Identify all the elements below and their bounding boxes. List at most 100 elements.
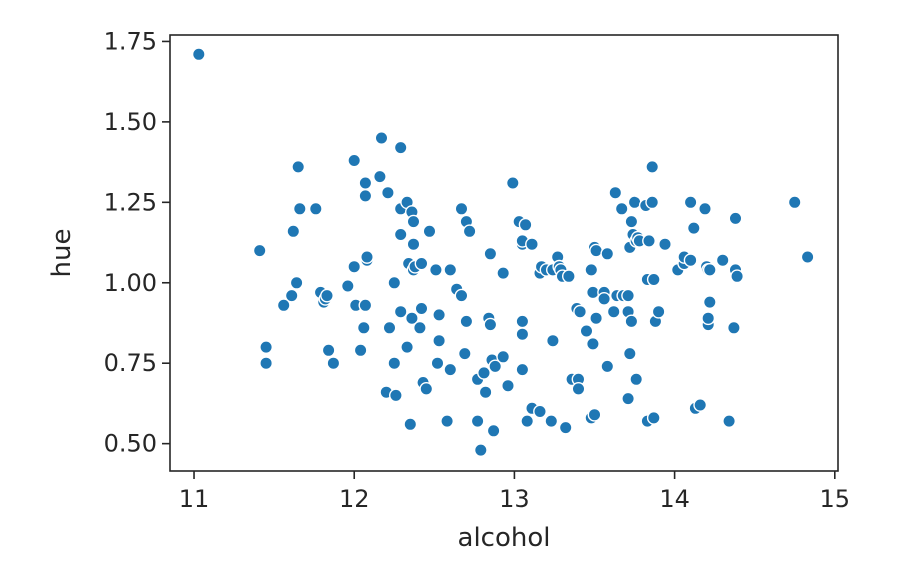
data-point-113 (579, 324, 594, 338)
data-point-37 (393, 304, 408, 319)
data-point-17 (340, 279, 355, 293)
data-point-115 (584, 262, 599, 277)
data-point-16 (326, 356, 341, 371)
x-tick-label-4: 15 (820, 485, 851, 513)
data-point-62 (443, 262, 458, 277)
data-point-33 (387, 275, 402, 290)
data-point-28 (372, 169, 387, 184)
data-point-106 (558, 420, 573, 435)
data-point-27 (360, 250, 374, 264)
data-point-48 (406, 214, 421, 229)
data-point-9 (292, 201, 307, 216)
data-point-56 (428, 262, 443, 277)
data-point-131 (621, 288, 635, 303)
data-point-99 (544, 414, 559, 428)
data-point-93 (525, 237, 539, 252)
data-point-6 (286, 224, 301, 239)
data-point-4 (276, 298, 291, 313)
data-point-57 (430, 356, 445, 371)
data-point-22 (356, 320, 371, 335)
data-point-47 (406, 237, 421, 252)
y-tick-label-0: 0.50 (104, 430, 157, 458)
data-point-126 (606, 304, 621, 319)
data-point-116 (586, 336, 600, 351)
data-point-136 (624, 314, 639, 329)
data-point-159 (683, 253, 698, 268)
data-point-77 (483, 246, 498, 261)
x-tick-label-0: 11 (179, 485, 210, 513)
data-point-50 (412, 320, 427, 335)
data-point-58 (432, 307, 446, 322)
y-tick-label-5: 1.75 (104, 27, 157, 55)
data-point-65 (454, 201, 469, 216)
data-point-120 (589, 243, 603, 258)
data-point-137 (624, 214, 639, 229)
data-point-154 (658, 237, 672, 252)
data-point-25 (358, 188, 373, 203)
data-point-129 (614, 201, 629, 216)
data-point-151 (646, 410, 661, 425)
data-point-66 (457, 346, 472, 361)
data-point-123 (597, 291, 611, 306)
x-tick-label-2: 13 (499, 485, 530, 513)
data-point-96 (533, 404, 547, 419)
data-point-18 (347, 153, 362, 168)
data-point-86 (515, 314, 530, 329)
data-point-177 (800, 250, 815, 264)
data-point-148 (645, 195, 660, 210)
data-point-83 (501, 378, 515, 393)
plot-frame (169, 34, 839, 472)
data-point-2 (259, 340, 273, 354)
data-point-73 (477, 365, 491, 380)
data-point-10 (308, 201, 323, 216)
data-point-21 (353, 343, 368, 358)
data-point-84 (505, 176, 520, 190)
data-point-139 (627, 195, 642, 210)
points-layer (191, 47, 815, 457)
data-point-15 (321, 343, 336, 358)
data-point-121 (589, 311, 603, 326)
data-point-153 (651, 304, 666, 319)
data-point-169 (702, 262, 717, 277)
data-point-87 (515, 327, 530, 342)
data-point-52 (414, 256, 429, 271)
data-point-91 (518, 217, 533, 232)
data-point-3 (259, 356, 273, 371)
data-point-147 (642, 233, 656, 248)
data-point-158 (683, 195, 698, 210)
data-point-112 (573, 304, 587, 319)
data-point-64 (454, 288, 469, 303)
data-point-35 (388, 388, 403, 403)
data-point-150 (646, 272, 661, 287)
data-point-43 (403, 417, 418, 432)
x-axis: 11 12 13 14 15 (179, 471, 850, 513)
data-point-89 (515, 362, 530, 377)
data-point-81 (496, 349, 511, 364)
data-point-51 (414, 301, 429, 316)
data-point-8 (291, 159, 306, 174)
data-point-79 (486, 423, 501, 438)
data-point-31 (380, 185, 395, 200)
data-point-39 (393, 140, 408, 155)
data-point-5 (284, 288, 299, 303)
data-point-80 (488, 359, 503, 374)
x-tick-label-3: 14 (659, 485, 690, 513)
data-point-72 (473, 443, 488, 457)
y-tick-label-3: 1.25 (104, 188, 157, 216)
data-point-170 (715, 253, 730, 268)
data-point-172 (727, 320, 741, 335)
data-point-29 (374, 131, 389, 145)
data-point-60 (440, 414, 454, 428)
y-axis: 0.50 0.75 1.00 1.25 1.50 1.75 (104, 27, 170, 458)
data-point-119 (587, 407, 602, 422)
x-axis-label: alcohol (458, 523, 551, 553)
data-point-107 (562, 269, 576, 284)
data-point-149 (645, 159, 660, 174)
data-point-69 (462, 224, 477, 239)
data-point-45 (404, 311, 419, 326)
data-point-61 (443, 362, 458, 377)
data-point-34 (387, 356, 402, 371)
data-point-74 (478, 385, 493, 400)
data-point-111 (571, 381, 586, 396)
